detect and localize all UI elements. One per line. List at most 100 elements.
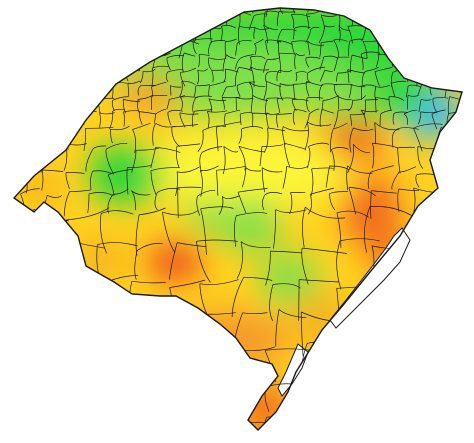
boundary-segment	[24, 12, 29, 31]
boundary-segment	[139, 111, 156, 115]
boundary-segment	[333, 8, 337, 13]
boundary-segment	[446, 308, 462, 313]
boundary-segment	[268, 0, 277, 1]
boundary-segment	[140, 42, 143, 54]
boundary-segment	[275, 209, 307, 213]
boundary-segment	[348, 187, 356, 215]
boundary-segment	[36, 274, 38, 312]
boundary-segment	[139, 10, 155, 13]
boundary-segment	[43, 54, 57, 57]
boundary-segment	[0, 248, 4, 279]
boundary-segment	[350, 11, 362, 17]
boundary-segment	[431, 42, 435, 59]
boundary-segment	[136, 243, 163, 251]
boundary-segment	[43, 0, 54, 3]
boundary-segment	[183, 52, 196, 57]
boundary-segment	[225, 38, 237, 42]
boundary-segment	[243, 276, 273, 281]
boundary-segment	[407, 54, 420, 57]
boundary-segment	[361, 71, 366, 85]
boundary-segment	[435, 213, 462, 217]
boundary-segment	[333, 39, 348, 42]
boundary-segment	[448, 42, 461, 46]
boundary-segment	[95, 67, 112, 71]
boundary-segment	[422, 82, 433, 84]
boundary-segment	[0, 40, 1, 53]
boundary-segment	[226, 85, 236, 88]
boundary-segment	[391, 24, 405, 31]
boundary-segment	[39, 24, 58, 27]
boundary-segment	[279, 83, 295, 86]
boundary-segment	[389, 41, 404, 45]
boundary-segment	[110, 69, 115, 87]
boundary-segment	[459, 8, 462, 17]
boundary-segment	[305, 81, 310, 97]
boundary-segment	[32, 242, 62, 251]
boundary-segment	[431, 109, 446, 115]
boundary-segment	[207, 110, 227, 113]
boundary-segment	[28, 82, 45, 86]
boundary-segment	[221, 25, 236, 29]
boundary-segment	[415, 174, 420, 188]
boundary-segment	[265, 71, 269, 82]
boundary-segment	[128, 24, 140, 29]
boundary-segment	[307, 41, 325, 46]
boundary-segment	[163, 319, 175, 347]
boundary-segment	[450, 26, 462, 29]
boundary-segment	[292, 98, 309, 102]
boundary-segment	[67, 57, 87, 60]
boundary-segment	[218, 196, 224, 215]
boundary-segment	[13, 0, 29, 2]
boundary-segment	[225, 109, 241, 115]
boundary-segment	[281, 28, 297, 32]
boundary-segment	[14, 52, 17, 70]
boundary-segment	[136, 385, 144, 414]
boundary-segment	[376, 12, 390, 16]
boundary-segment	[177, 166, 200, 173]
boundary-segment	[319, 42, 322, 58]
boundary-segment	[308, 142, 330, 147]
boundary-segment	[353, 127, 374, 131]
boundary-segment	[127, 82, 130, 97]
boundary-segment	[459, 24, 462, 27]
boundary-segment	[0, 419, 1, 443]
boundary-segment	[310, 187, 334, 195]
boundary-segment	[170, 85, 172, 96]
boundary-segment	[150, 167, 180, 172]
boundary-segment	[248, 81, 254, 96]
boundary-segment	[370, 165, 394, 173]
boundary-segment	[68, 83, 82, 88]
boundary-segment	[347, 144, 354, 173]
boundary-segment	[273, 209, 277, 249]
boundary-segment	[69, 13, 82, 17]
boundary-segment	[322, 95, 339, 101]
boundary-segment	[282, 166, 287, 189]
boundary-segment	[374, 420, 380, 430]
boundary-segment	[322, 108, 334, 114]
boundary-segment	[20, 188, 40, 195]
boundary-segment	[408, 25, 418, 28]
boundary-segment	[276, 114, 279, 128]
boundary-segment	[131, 190, 136, 211]
boundary-segment	[299, 279, 339, 283]
boundary-segment	[131, 280, 166, 284]
boundary-segment	[391, 24, 393, 44]
boundary-segment	[14, 109, 15, 114]
boundary-segment	[69, 189, 91, 193]
boundary-segment	[261, 167, 265, 193]
boundary-segment	[111, 66, 124, 70]
boundary-segment	[406, 40, 409, 55]
boundary-segment	[40, 8, 44, 13]
boundary-segment	[137, 52, 155, 57]
boundary-segment	[249, 56, 252, 71]
boundary-segment	[14, 209, 36, 214]
boundary-segment	[85, 52, 97, 58]
boundary-segment	[291, 41, 296, 55]
boundary-segment	[263, 24, 268, 44]
boundary-segment	[203, 420, 207, 430]
boundary-segment	[66, 86, 70, 99]
boundary-segment	[63, 191, 70, 217]
boundary-segment	[276, 98, 281, 114]
boundary-segment	[460, 11, 462, 14]
boundary-segment	[338, 10, 348, 16]
